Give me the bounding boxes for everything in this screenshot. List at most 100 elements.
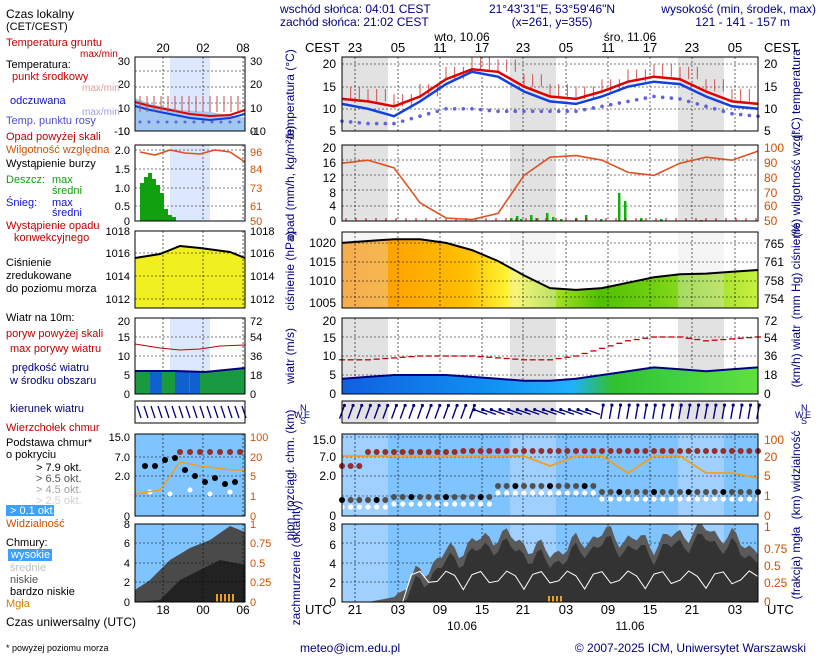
- temp-mid-label: punkt środkowy: [12, 71, 89, 83]
- wind-arrow: [543, 408, 557, 416]
- utc-tick: 09: [601, 602, 615, 617]
- pressure-label-2: zredukowane: [6, 270, 71, 282]
- legend-tick-left: 0: [124, 511, 130, 523]
- wind-arrow: [382, 405, 389, 419]
- cloud-base-dot: [373, 497, 380, 503]
- dewpoint-dot: [461, 107, 466, 111]
- dewpoint-dot: [444, 107, 448, 111]
- legend-wind-arrow: [220, 405, 226, 419]
- dewpoint-dot: [435, 109, 440, 114]
- wind-line: [341, 366, 759, 382]
- dewpoint-dot: [496, 109, 500, 114]
- cest-tick: 17: [643, 40, 657, 55]
- cloud-base-dot: [512, 483, 519, 489]
- cest-tick: 05: [391, 40, 405, 55]
- wind-arrow: [408, 405, 415, 419]
- cloud-base-dot: [443, 494, 449, 500]
- legend-tick-left: 20: [118, 316, 130, 328]
- fog-bar: [556, 596, 558, 602]
- legend-dew-dot: [165, 120, 169, 124]
- dewpoint-dot: [704, 104, 708, 109]
- temp-mid-line: [341, 68, 759, 108]
- precip-bar: [530, 215, 533, 221]
- cloud-top-dot: [703, 448, 709, 454]
- cloud-night: [678, 434, 724, 516]
- cest-tick: 11: [433, 40, 447, 55]
- cloud-base-dot: [555, 483, 562, 489]
- dewpoint-dot: [678, 97, 682, 101]
- precip-bar: [660, 219, 663, 221]
- dewpoint-dot: [626, 99, 630, 104]
- y-tick-right: 72: [764, 314, 778, 328]
- legend-wind-panel: 20 15 10 5 0 72 54 36 18 0: [118, 316, 263, 401]
- cloud-top-dot: [503, 448, 510, 454]
- legend-tick-left: 5: [124, 370, 130, 382]
- visibility-line: [342, 455, 759, 479]
- legend-rain-bar: [140, 183, 144, 221]
- dewpoint-dot: [478, 107, 483, 112]
- legend-cloud-base: [192, 473, 198, 479]
- cloud-base-dot: [547, 483, 553, 489]
- cloud-low-dot: [686, 496, 692, 502]
- temp-feels-line: [341, 70, 759, 118]
- cloud-top-dot: [633, 448, 640, 454]
- legend-cloud-low: [167, 491, 173, 497]
- y-tick-left: 15: [323, 80, 337, 94]
- wind-arrow: [551, 408, 566, 416]
- utc-label-left: UTC: [305, 602, 332, 617]
- wind-arrow-head: [679, 403, 683, 407]
- legend-tick-right: 1: [250, 491, 256, 503]
- cloud-low-dot: [521, 490, 527, 496]
- dewpoint-dot: [582, 107, 587, 112]
- wind-arrow-head: [541, 408, 546, 412]
- legend-wind-arrow: [234, 405, 240, 419]
- y-tick-right: 765: [764, 237, 784, 251]
- convective-label-2: konwekcyjnego: [14, 232, 89, 244]
- cloud-base-dot: [451, 494, 458, 500]
- wind-arrow: [634, 404, 639, 420]
- y-tick-left: 8: [329, 520, 336, 534]
- wind-arrow-head: [489, 408, 494, 412]
- wind-arrow: [660, 404, 665, 420]
- cloud-base-dot: [529, 483, 536, 489]
- utc-caption: Czas uniwersalny (UTC): [6, 615, 136, 629]
- wind-arrow-head: [627, 403, 631, 407]
- cloud-base-dot: [495, 483, 501, 489]
- clouds-mid-label: średnie: [10, 562, 46, 574]
- y-tick-left: 15.0: [313, 433, 337, 447]
- cover-ylabel-right: (frakcja) mgła: [789, 526, 803, 599]
- legend-tick-right: 0: [250, 597, 256, 609]
- legend-tick-left: 1014: [106, 271, 130, 283]
- legend-fog-bar: [220, 594, 222, 602]
- wind-arrow: [356, 405, 363, 419]
- cloud-top-dot: [538, 448, 545, 454]
- precip-bar: [516, 216, 519, 221]
- footer-email[interactable]: meteo@icm.edu.pl: [300, 641, 400, 655]
- legend-wind-calm: [175, 372, 189, 394]
- y-tick-left: 12: [323, 171, 337, 185]
- cloud-top-dot: [564, 448, 571, 454]
- legend-tick-right: 18: [250, 370, 262, 382]
- temp-ylabel-right: (°C) temperatura: [789, 49, 803, 139]
- legend-dew-dot: [138, 120, 142, 124]
- legend-fog-bar: [228, 594, 230, 602]
- y-tick-left: 7.0: [319, 450, 336, 464]
- legend-cloud-top: [207, 449, 213, 455]
- cloud-low-dot: [365, 504, 371, 510]
- wind-arrow-head: [455, 403, 459, 408]
- pressure-area: [342, 239, 758, 308]
- cloud-base-dot: [460, 494, 467, 500]
- precip-bar: [520, 219, 523, 221]
- cloud-ylabel-left: pion. rozciągł. chm. (km): [283, 410, 297, 541]
- legend-cloud-base: [212, 475, 218, 481]
- legend-frame: [134, 144, 246, 222]
- legend-cloud-base: [152, 463, 158, 469]
- wind-arrow-head: [550, 408, 554, 412]
- night-band: [342, 57, 388, 131]
- legend-tick-left: 0: [124, 597, 130, 609]
- wind-heading: Wiatr na 10m:: [6, 312, 74, 324]
- compass-w-right: W: [795, 410, 804, 420]
- legend-humidity-line: [139, 149, 246, 163]
- rain-mean-label: średni: [52, 185, 82, 197]
- cloud-base-dot: [703, 489, 709, 495]
